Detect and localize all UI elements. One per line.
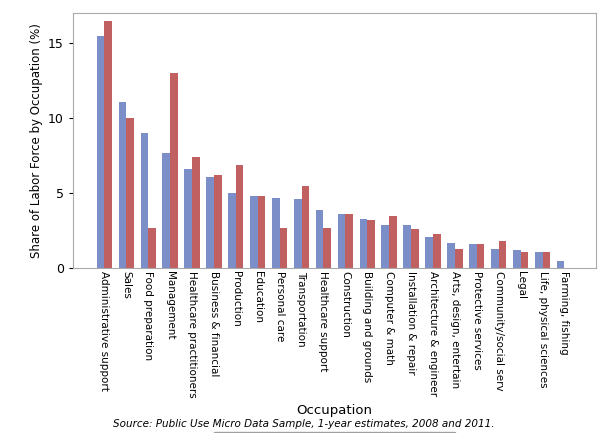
Bar [214,175,221,268]
Bar [359,219,367,268]
Bar [250,196,258,268]
Bar [455,249,463,268]
Bar [381,225,389,268]
Bar [542,252,550,268]
Bar [535,252,542,268]
Bar [433,234,441,268]
Bar [236,165,243,268]
Bar [126,118,134,268]
Bar [302,186,309,268]
Bar [140,133,148,268]
Bar [513,250,520,268]
Bar [323,228,331,268]
Y-axis label: Share of Labor Force by Occupation (%): Share of Labor Force by Occupation (%) [30,23,43,258]
Bar [280,228,288,268]
Bar [170,73,178,268]
Bar [184,169,192,268]
Bar [206,177,214,268]
Bar [411,229,419,268]
Bar [105,20,112,268]
Bar [228,193,236,268]
Bar [447,243,455,268]
Bar [477,244,485,268]
Bar [192,157,199,268]
Bar [469,244,477,268]
Bar [337,214,345,268]
Bar [272,198,280,268]
Bar [345,214,353,268]
Bar [148,228,156,268]
Text: Source: Public Use Micro Data Sample, 1-year estimates, 2008 and 2011.: Source: Public Use Micro Data Sample, 1-… [113,419,495,429]
Bar [520,252,528,268]
Bar [557,261,564,268]
Bar [162,153,170,268]
Bar [119,102,126,268]
Bar [316,210,323,268]
X-axis label: Occupation: Occupation [296,404,372,417]
Bar [426,237,433,268]
Bar [403,225,411,268]
Bar [389,216,397,268]
Bar [258,196,266,268]
Bar [491,249,499,268]
Bar [294,199,302,268]
Bar [97,36,105,268]
Bar [367,220,375,268]
Bar [499,242,506,268]
